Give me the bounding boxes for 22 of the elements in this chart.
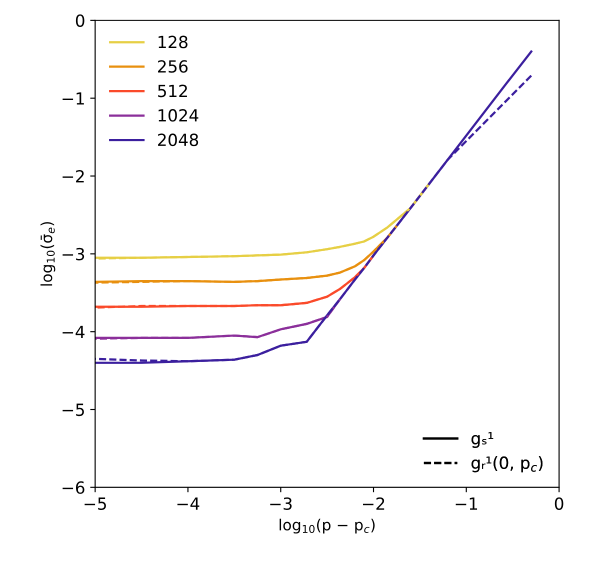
y-tick-label: −5 xyxy=(62,404,84,416)
x-tick-label: −5 xyxy=(84,498,106,510)
y-tick-label: −6 xyxy=(62,481,84,494)
legend-label: 128 xyxy=(158,36,188,48)
x-tick-label: 0 xyxy=(554,497,564,510)
legend-label: 256 xyxy=(158,60,188,73)
y-axis-title: log$_{10}$(σ̄$_{e}$) xyxy=(40,222,56,286)
y-tick-label: −4 xyxy=(62,326,84,338)
y-tick-label: −1 xyxy=(62,92,84,105)
legend-label: gᵣ¹(0, p$_{c}$) xyxy=(472,456,543,472)
x-axis-title: log$_{10}$(p − p$_{c}$) xyxy=(280,518,375,534)
x-tick-label: −4 xyxy=(177,498,200,510)
x-tick-label: −2 xyxy=(362,497,384,510)
x-tick-label: −3 xyxy=(270,497,292,510)
y-tick-label: −3 xyxy=(62,248,84,260)
legend-label: 512 xyxy=(158,84,187,98)
legend-label: gₛ¹ xyxy=(472,432,494,448)
y-tick-label: 0 xyxy=(76,14,84,27)
legend-label: 1024 xyxy=(158,109,198,122)
y-tick-label: −2 xyxy=(62,170,84,182)
x-tick-label: −1 xyxy=(456,498,478,510)
legend-label: 2048 xyxy=(158,134,198,146)
